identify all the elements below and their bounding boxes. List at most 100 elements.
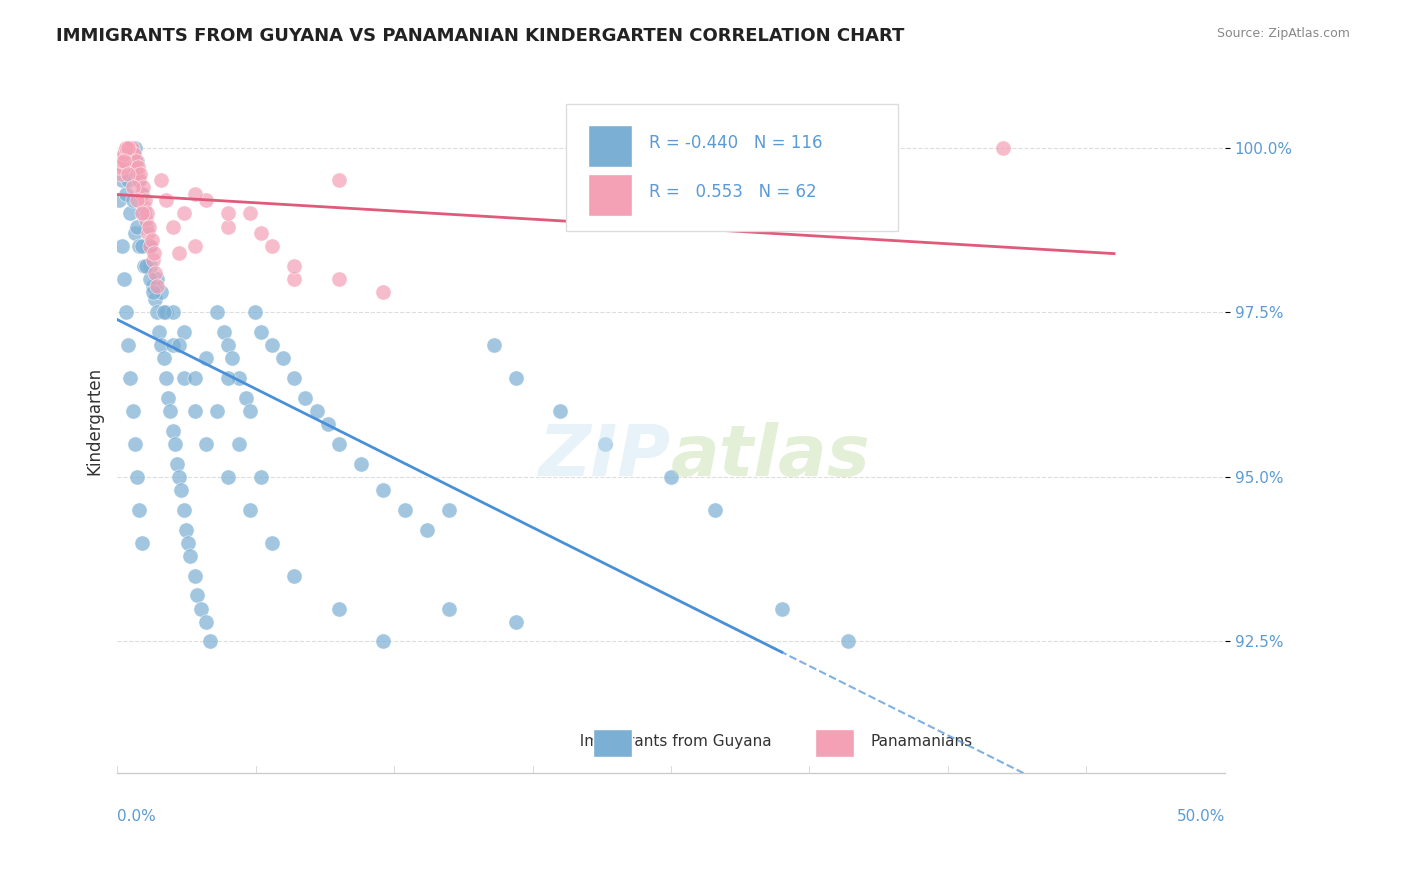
Point [173, 206, 195, 220]
Point [704, 502, 727, 516]
Text: Source: ZipAtlas.com: Source: ZipAtlas.com [1216, 27, 1350, 40]
Point [121, 404, 143, 418]
Bar [815, 729, 853, 757]
Point [128, 239, 150, 253]
Point [262, 239, 284, 253]
Point [122, 147, 145, 161]
Text: ZIP: ZIP [538, 422, 671, 491]
Point [150, 173, 173, 187]
Point [128, 502, 150, 516]
Point [143, 292, 166, 306]
Point [162, 219, 184, 234]
Point [328, 601, 350, 615]
Point [316, 417, 339, 431]
Bar [593, 729, 633, 757]
Point [416, 523, 439, 537]
Point [162, 338, 184, 352]
Point [125, 153, 148, 168]
Point [111, 161, 134, 175]
Point [294, 391, 316, 405]
Point [371, 634, 394, 648]
Point [174, 523, 197, 537]
Point [112, 147, 135, 161]
Point [371, 285, 394, 300]
Point [155, 305, 177, 319]
Bar [588, 125, 633, 167]
Point [120, 371, 142, 385]
Point [659, 470, 682, 484]
Point [124, 226, 146, 240]
Point [239, 502, 262, 516]
Text: atlas: atlas [671, 422, 870, 491]
Point [139, 259, 162, 273]
Point [152, 305, 174, 319]
Point [183, 568, 205, 582]
Point [115, 147, 138, 161]
Point [127, 470, 149, 484]
Point [167, 246, 190, 260]
Point [228, 437, 250, 451]
Point [250, 470, 273, 484]
Point [183, 371, 205, 385]
Point [173, 371, 195, 385]
Point [127, 167, 149, 181]
Point [305, 404, 328, 418]
Point [167, 470, 190, 484]
Point [239, 404, 262, 418]
Point [132, 259, 155, 273]
Point [127, 219, 149, 234]
Point [439, 502, 461, 516]
Point [505, 371, 527, 385]
Point [173, 502, 195, 516]
Point [194, 351, 217, 366]
Point [132, 206, 155, 220]
Point [115, 186, 138, 201]
Point [350, 457, 373, 471]
Point [152, 351, 174, 366]
Point [117, 153, 139, 168]
Text: 0.0%: 0.0% [117, 809, 156, 824]
Point [283, 371, 305, 385]
Point [155, 371, 177, 385]
Point [135, 219, 157, 234]
Point [190, 601, 212, 615]
Point [117, 338, 139, 352]
Point [112, 153, 135, 168]
Point [148, 325, 170, 339]
Point [235, 391, 257, 405]
Point [135, 259, 157, 273]
Point [194, 615, 217, 629]
Point [121, 147, 143, 161]
Point [112, 153, 135, 168]
Point [150, 285, 173, 300]
Point [283, 259, 305, 273]
Point [146, 272, 169, 286]
Point [993, 140, 1015, 154]
Point [127, 161, 149, 175]
Point [371, 483, 394, 497]
Point [108, 193, 131, 207]
Point [146, 305, 169, 319]
Point [328, 437, 350, 451]
Point [217, 338, 239, 352]
Point [112, 161, 135, 175]
Point [118, 140, 141, 154]
Point [159, 404, 181, 418]
Point [166, 457, 188, 471]
Point [770, 601, 793, 615]
Point [162, 424, 184, 438]
Text: R =   0.553   N = 62: R = 0.553 N = 62 [650, 183, 817, 201]
Point [283, 272, 305, 286]
Point [131, 535, 153, 549]
Point [135, 213, 157, 227]
Point [217, 206, 239, 220]
Point [186, 588, 208, 602]
Point [134, 193, 156, 207]
Point [150, 338, 173, 352]
Point [139, 272, 162, 286]
Point [179, 549, 201, 563]
Point [117, 140, 139, 154]
Point [132, 200, 155, 214]
Point [273, 351, 295, 366]
Point [114, 153, 136, 168]
